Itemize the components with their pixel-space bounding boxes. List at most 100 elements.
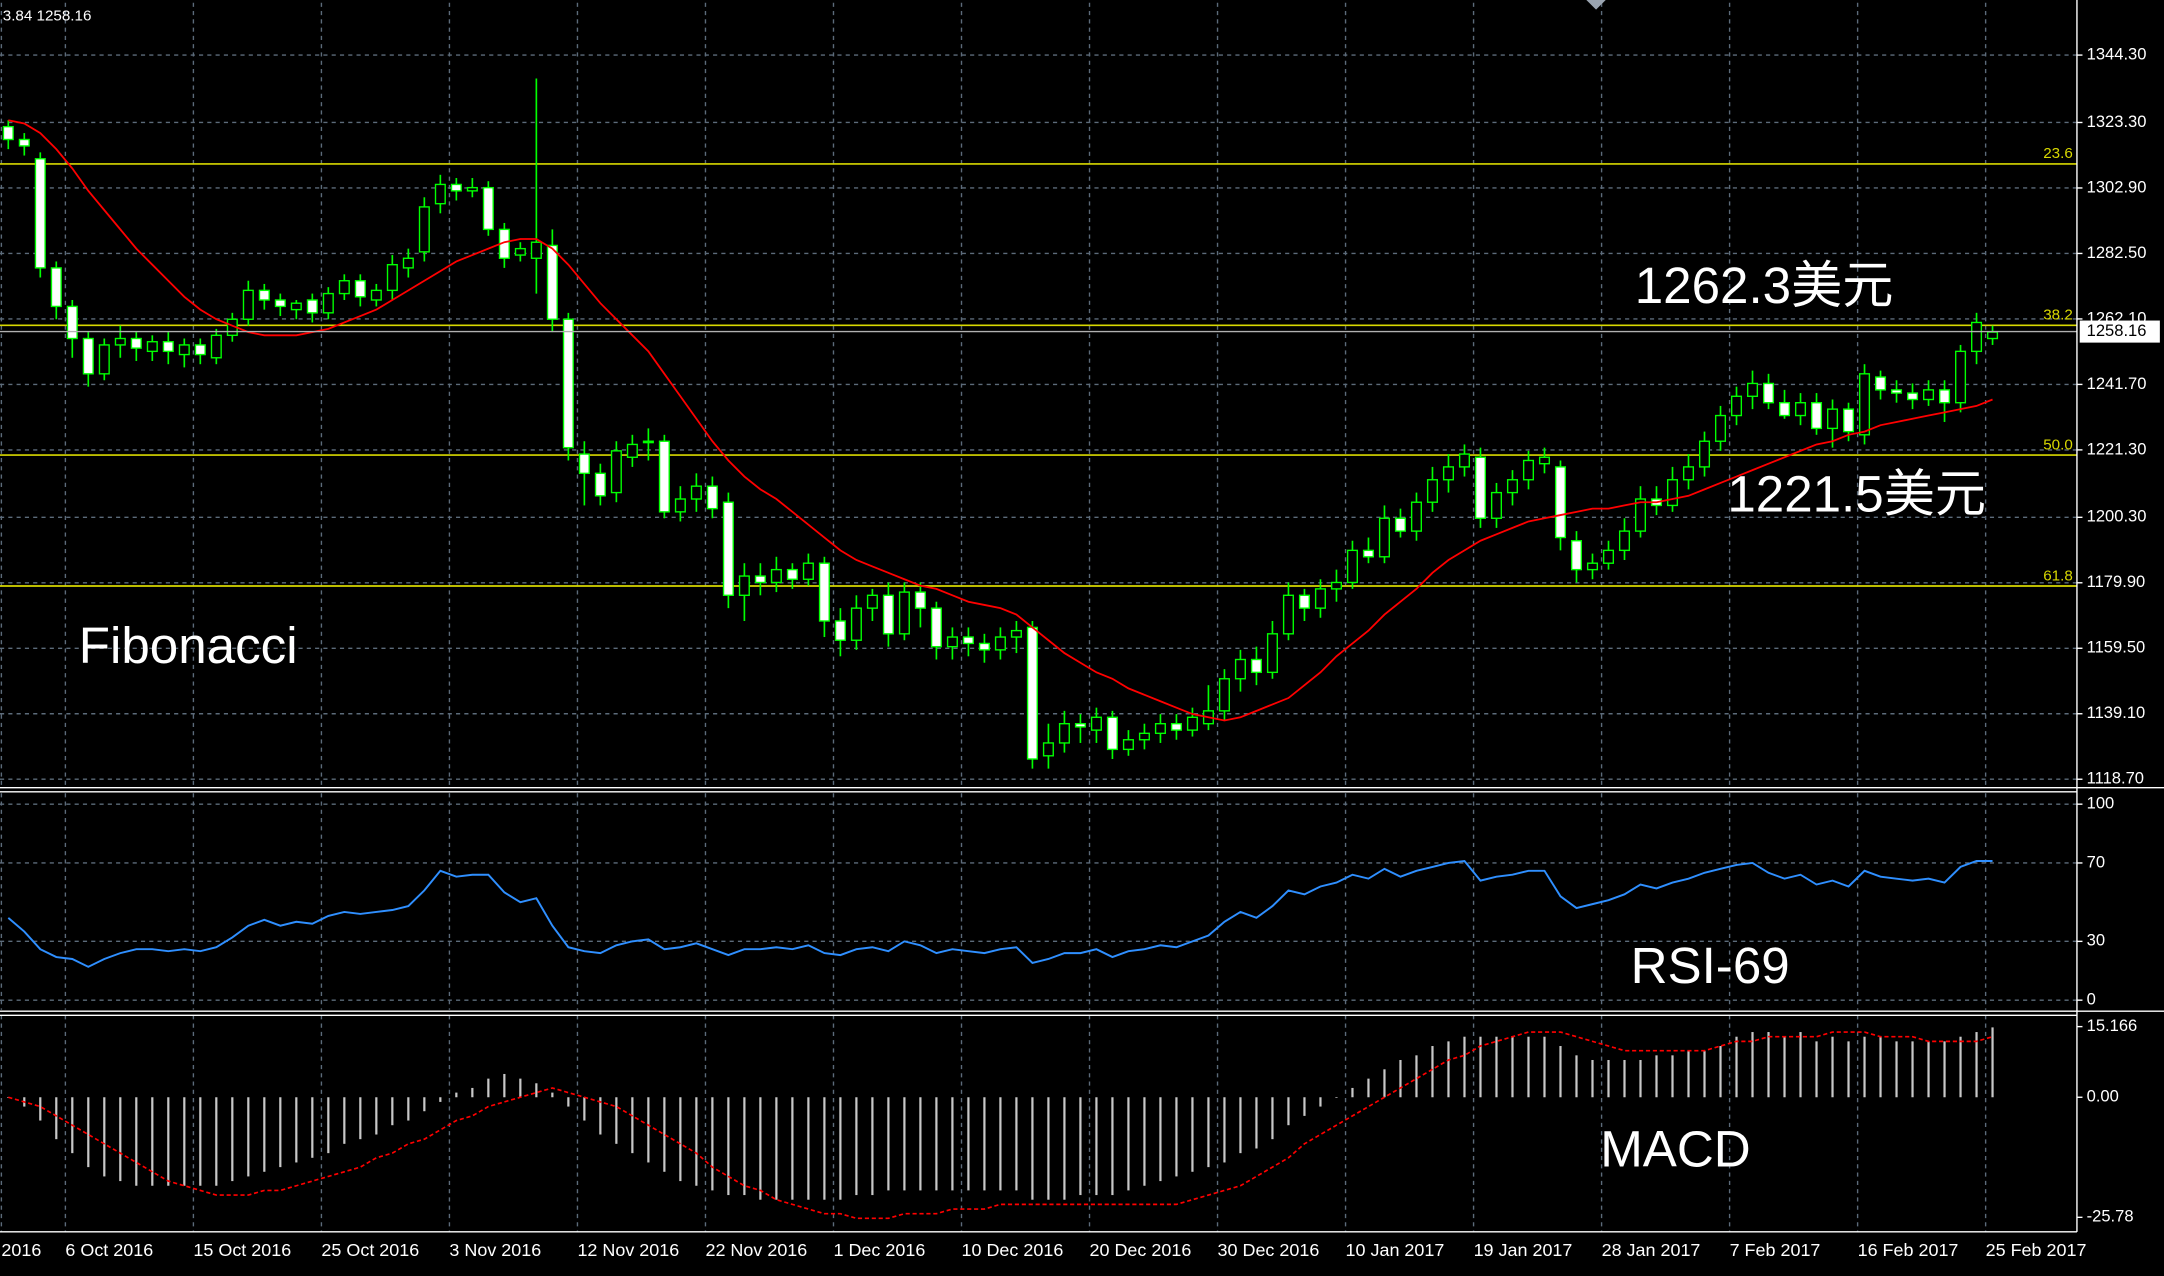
candle-body (578, 453, 590, 475)
candle-body (1682, 466, 1695, 481)
annotation: RSI-69 (1631, 937, 1790, 994)
macd-bar (1255, 1097, 1258, 1149)
candle-body (1090, 716, 1102, 731)
candle-body (1010, 629, 1022, 638)
annotation: 1262.3美元 (1635, 257, 1894, 314)
macd-bar (1431, 1046, 1434, 1098)
macd-bar (1783, 1036, 1786, 1098)
x-tick-label: 25 Feb 2017 (1986, 1240, 2087, 1260)
candle-body (18, 138, 30, 147)
candle-body (1538, 456, 1551, 465)
candle-body (834, 620, 846, 641)
macd-bar (1799, 1032, 1802, 1098)
macd-bar (327, 1097, 330, 1154)
macd-bar (1047, 1097, 1050, 1200)
macd-bar (295, 1097, 298, 1163)
x-tick-label: 20 Dec 2016 (1090, 1240, 1192, 1260)
candle-body (1987, 331, 1999, 340)
y-tick-label: 1200.30 (2087, 507, 2147, 526)
candle-body (1106, 716, 1118, 751)
macd-bar (1639, 1059, 1642, 1098)
macd-bar (679, 1097, 682, 1182)
candle-body (2, 125, 14, 141)
macd-bar (423, 1097, 426, 1112)
annotation: MACD (1600, 1121, 1751, 1178)
candle-body (1586, 562, 1599, 571)
candle-body (1506, 479, 1519, 494)
x-tick-label: 15 Oct 2016 (193, 1240, 291, 1260)
x-tick-label: 22 Nov 2016 (705, 1240, 807, 1260)
macd-bar (823, 1097, 826, 1200)
candle-body (402, 257, 414, 269)
candle-body (34, 158, 46, 269)
macd-bar (503, 1073, 506, 1098)
macd-bar (135, 1097, 138, 1186)
fibonacci-label: 61.8 (2043, 567, 2073, 584)
y-tick-label: 70 (2087, 852, 2105, 871)
candle-body (642, 440, 654, 444)
candle-body (1218, 678, 1230, 712)
macd-bar (183, 1097, 186, 1186)
macd-bar (903, 1097, 906, 1191)
candle-body (1458, 453, 1470, 468)
candle-body (1907, 392, 1919, 401)
candle-body (1698, 440, 1711, 468)
candle-body (1858, 373, 1871, 436)
candle-body (882, 594, 894, 635)
macd-bar (1063, 1097, 1066, 1200)
candle-body (1410, 501, 1422, 532)
candle-body (1618, 530, 1631, 552)
candle-body (706, 485, 718, 510)
macd-signal (8, 1031, 1993, 1220)
x-tick-label: 2016 (1, 1240, 41, 1260)
macd-bar (983, 1097, 986, 1191)
candle-body (1778, 402, 1791, 417)
macd-bar (1991, 1027, 1994, 1098)
candle-body (514, 247, 526, 256)
candle-body (850, 607, 862, 641)
y-tick-label: 15.166 (2087, 1016, 2138, 1035)
macd-bar (1511, 1036, 1514, 1098)
candle-body (658, 440, 670, 513)
x-tick-label: 10 Jan 2017 (1346, 1240, 1445, 1260)
macd-bar (1687, 1050, 1690, 1098)
macd-bar (1351, 1087, 1354, 1098)
candle-body (66, 305, 78, 340)
x-tick-label: 1 Dec 2016 (833, 1240, 925, 1260)
candle-body (1810, 402, 1823, 430)
macd-bar (1847, 1041, 1850, 1098)
y-tick-label: 1282.50 (2087, 243, 2147, 262)
macd-bar (1655, 1055, 1658, 1098)
annotation: Fibonacci (79, 617, 298, 674)
candle-body (1186, 716, 1198, 731)
candle-body (386, 263, 398, 292)
candle-body (1154, 723, 1166, 735)
macd-bar (1319, 1097, 1322, 1107)
y-tick-label: 1323.30 (2087, 112, 2147, 131)
candle-body (786, 568, 798, 580)
macd-bar (855, 1097, 858, 1196)
x-tick-label: 10 Dec 2016 (962, 1240, 1064, 1260)
macd-bar (1303, 1097, 1306, 1116)
candle-body (50, 267, 62, 308)
candle-body (290, 302, 302, 311)
macd-bar (1863, 1036, 1866, 1098)
y-tick-label: 0.00 (2087, 1087, 2119, 1106)
candle-body (1250, 658, 1262, 674)
fibonacci-label: 50.0 (2043, 436, 2073, 453)
macd-bar (87, 1097, 90, 1168)
candle-body (1122, 739, 1134, 751)
candle-body (738, 575, 750, 596)
candle-body (754, 575, 766, 584)
candle-body (370, 289, 382, 301)
macd-bar (839, 1097, 842, 1200)
macd-bar (55, 1097, 58, 1140)
candle-body (818, 562, 830, 622)
candle-body (194, 344, 206, 356)
macd-bar (919, 1097, 922, 1191)
shift-marker (1586, 0, 1606, 10)
macd-bar (39, 1097, 42, 1121)
rsi-line (7, 859, 1993, 968)
x-tick-label: 30 Dec 2016 (1218, 1240, 1320, 1260)
